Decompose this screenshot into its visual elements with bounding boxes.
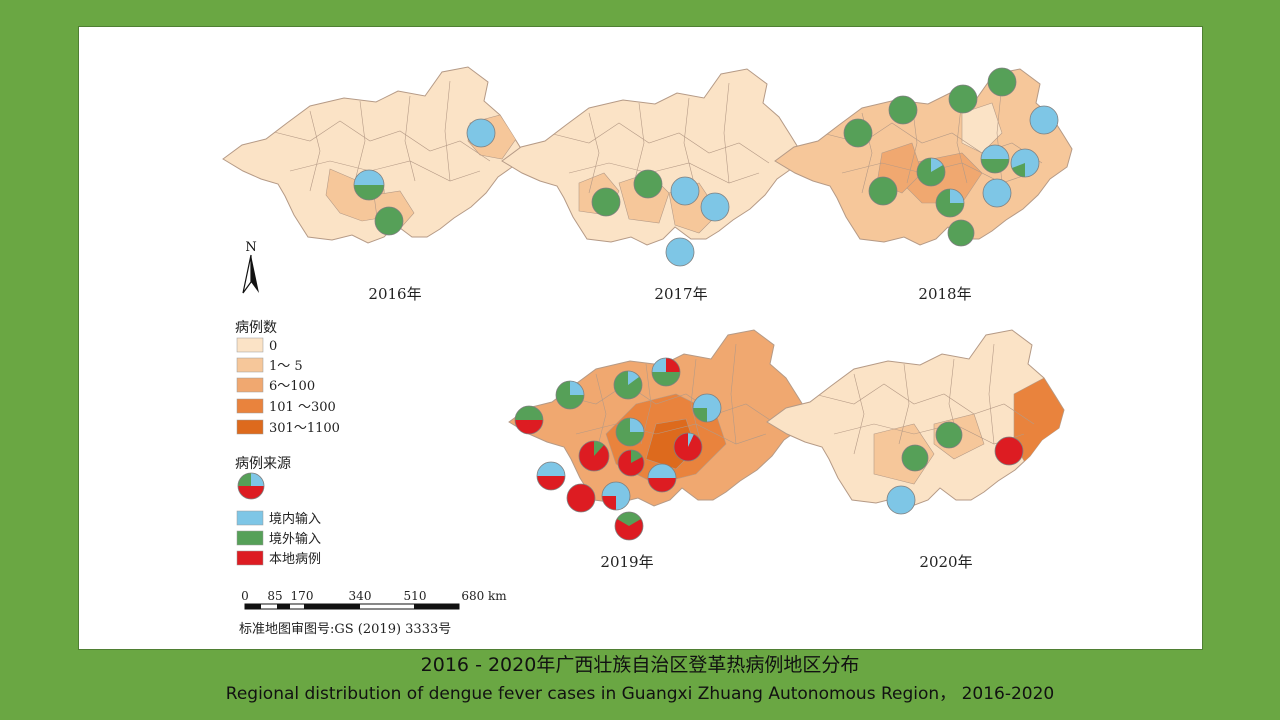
pie-2020-b xyxy=(901,444,929,472)
legend-source-swatch-2 xyxy=(236,550,264,566)
legend-swatch-2 xyxy=(236,377,264,393)
pie-2018-g xyxy=(980,144,1010,174)
pie-2018-i xyxy=(868,176,898,206)
legend: 病例数 0 1～ 5 6～100 101 ～300 301～1100 病例来源 … xyxy=(235,320,340,567)
pie-2019-i xyxy=(617,449,645,477)
pie-2020-a xyxy=(935,421,963,449)
year-label-2017: 2017年 xyxy=(654,285,707,303)
scale-tick: 680 km xyxy=(461,589,507,603)
legend-source-label: 境内输入 xyxy=(269,511,321,527)
legend-swatch-4 xyxy=(236,419,264,435)
pie-2018-l xyxy=(947,219,975,247)
dengue-map-figure: 2016年 2017年 2018年 2019年 2020年 N 病例数 0 1～… xyxy=(78,26,1203,650)
pie-2018-a xyxy=(987,67,1017,97)
pie-2019-e xyxy=(514,405,544,435)
pie-2017-d xyxy=(700,192,730,222)
year-label-2020: 2020年 xyxy=(919,553,972,571)
pie-2019-f xyxy=(615,417,645,447)
pie-2019-g xyxy=(673,432,703,462)
caption-chinese: 2016 - 2020年广西壮族自治区登革热病例地区分布 xyxy=(420,654,860,676)
pie-2016-b xyxy=(374,206,404,236)
pie-2018-j xyxy=(982,178,1012,208)
pie-2017-c xyxy=(670,176,700,206)
legend-cases-title: 病例数 xyxy=(235,320,277,336)
legend-source-label: 本地病例 xyxy=(269,552,321,567)
caption-english: Regional distribution of dengue fever ca… xyxy=(225,684,1055,704)
pie-2019-b xyxy=(555,380,585,410)
pie-2019-c xyxy=(613,370,643,400)
north-arrow-icon xyxy=(242,254,259,294)
pie-2019-n xyxy=(614,511,644,541)
pie-2019-d xyxy=(692,393,722,423)
pie-2020-d xyxy=(886,485,916,515)
scale-tick: 85 xyxy=(267,589,282,603)
year-label-2016: 2016年 xyxy=(368,285,421,303)
pie-2017-b xyxy=(591,187,621,217)
pie-2016-a xyxy=(353,169,385,201)
legend-source-swatch-1 xyxy=(236,530,264,546)
map-approval-number: 标准地图审图号:GS (2019) 3333号 xyxy=(239,622,451,637)
legend-source-label: 境外输入 xyxy=(269,531,321,547)
legend-class-label: 0 xyxy=(269,339,277,354)
map-panel-2020 xyxy=(766,329,1065,507)
pie-2019-m xyxy=(566,483,596,513)
map-panel-2016 xyxy=(222,66,521,244)
pie-2019-k xyxy=(647,463,677,493)
legend-pie-icon xyxy=(237,472,265,500)
pie-2019-l xyxy=(601,481,631,511)
pie-2020-c xyxy=(994,436,1024,466)
year-label-2018: 2018年 xyxy=(918,285,971,303)
legend-swatch-1 xyxy=(236,357,264,373)
pie-2018-f xyxy=(916,157,946,187)
scale-tick: 510 xyxy=(404,589,427,603)
legend-source-swatch-0 xyxy=(236,510,264,526)
pie-2018-h xyxy=(1010,148,1040,178)
scale-tick: 340 xyxy=(349,589,372,603)
north-label: N xyxy=(245,240,256,255)
pie-2019-h xyxy=(578,440,610,472)
pie-2016-c xyxy=(466,118,496,148)
scale-tick: 0 xyxy=(241,589,249,603)
map-panel-2017 xyxy=(501,68,800,246)
pie-2018-b xyxy=(948,84,978,114)
legend-swatch-3 xyxy=(236,398,264,414)
scale-tick: 170 xyxy=(291,589,314,603)
pie-2017-e xyxy=(665,237,695,267)
pie-2018-d xyxy=(843,118,873,148)
legend-class-label: 6～100 xyxy=(269,379,315,394)
year-label-2019: 2019年 xyxy=(600,553,653,571)
legend-class-label: 1～ 5 xyxy=(269,359,303,374)
pie-2018-e xyxy=(1029,105,1059,135)
pie-2018-k xyxy=(935,188,965,218)
legend-class-label: 101 ～300 xyxy=(269,400,336,415)
legend-class-label: 301～1100 xyxy=(269,421,340,436)
pie-2019-j xyxy=(536,461,566,491)
pie-2017-a xyxy=(633,169,663,199)
legend-swatch-0 xyxy=(236,337,264,353)
legend-source-title: 病例来源 xyxy=(235,456,291,472)
scale-bar: 0 85 170 340 510 680 km xyxy=(241,589,507,610)
pie-2018-c xyxy=(888,95,918,125)
pie-2019-a xyxy=(651,357,681,387)
